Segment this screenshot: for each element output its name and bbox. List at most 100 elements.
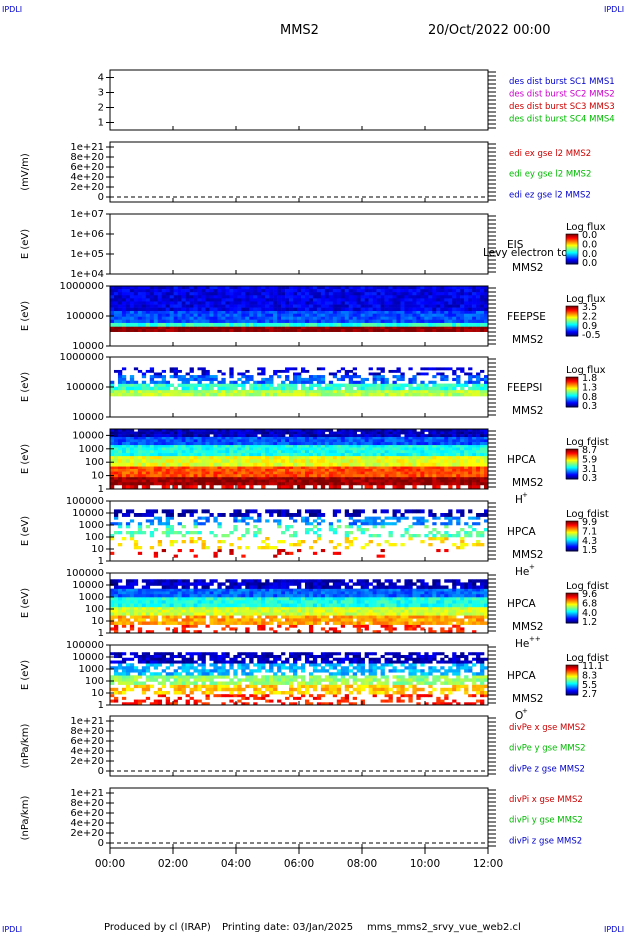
feepse-cell	[165, 289, 170, 293]
feepse-cell	[121, 316, 127, 320]
hpca_he-cell	[480, 513, 485, 517]
feepse-cell	[352, 289, 357, 293]
feepse-cell	[456, 322, 461, 327]
hpca_h-cell	[460, 434, 465, 437]
hpca_h-cell	[145, 466, 151, 470]
feepse-cell	[444, 301, 449, 305]
hpca_hepp-cell	[117, 618, 123, 622]
feepsi-cell	[304, 377, 310, 382]
feepse-cell	[153, 307, 159, 312]
hpca_h-cell	[376, 444, 381, 448]
hpca_h-cell	[380, 482, 385, 486]
hpca_he-cell	[241, 519, 246, 523]
hpca_hepp-cell	[181, 627, 186, 631]
feepse-cell	[229, 286, 234, 290]
feepse-cell	[468, 329, 473, 332]
hpca_h-cell	[233, 474, 238, 478]
feepsi-cell	[480, 377, 485, 382]
feepsi-cell	[249, 389, 254, 394]
hpca_he-cell	[125, 522, 131, 526]
hpca_h-cell	[285, 431, 290, 435]
feepse-cell	[229, 313, 234, 317]
hpca_he-cell	[372, 525, 377, 529]
feepsi-cell	[285, 367, 290, 371]
feepse-cell	[464, 316, 469, 320]
hpca_h-cell	[141, 474, 147, 478]
hpca_hepp-cell	[197, 630, 202, 634]
hpca_h-cell	[273, 466, 278, 470]
hpca_h-cell	[110, 466, 115, 470]
hpca_he-cell	[436, 516, 441, 520]
feepse-cell	[153, 316, 159, 320]
feepsi-cell	[408, 389, 413, 394]
hpca_h-cell	[444, 462, 449, 467]
hpca_h-cell	[360, 462, 365, 467]
hpca_h-cell	[165, 453, 170, 457]
feepse-cell	[189, 286, 194, 290]
hpca_h-cell	[289, 434, 294, 437]
hpca_h-cell	[297, 459, 302, 464]
feepse-cell	[145, 319, 151, 323]
feepse-cell	[380, 322, 385, 327]
feepse-cell	[277, 289, 282, 293]
feepsi-cell	[117, 380, 123, 384]
hpca_h-cell	[404, 476, 409, 480]
hpca_h-cell	[344, 453, 350, 457]
hpca_h-cell	[408, 429, 413, 432]
feepse-cell	[285, 304, 290, 308]
hpca_h-cell	[460, 466, 465, 470]
feepse-cell	[273, 286, 278, 290]
feepsi-cell	[277, 369, 282, 373]
eis-colorbar-step	[566, 242, 578, 244]
feepse-cell	[312, 286, 318, 290]
hpca_h-cell	[444, 471, 449, 475]
feepse-cell	[428, 286, 433, 290]
feepse-cell	[420, 301, 425, 305]
hpca_h-cell	[472, 482, 477, 486]
hpca_h-cell	[149, 468, 155, 472]
hpca_he-cell	[221, 534, 226, 538]
hpca_h-cell	[241, 434, 246, 437]
hpca_h-cell	[265, 459, 270, 464]
feepse-colorbar-frame	[565, 305, 579, 337]
feepse-cell	[368, 313, 373, 317]
feepsi-cell	[281, 389, 286, 394]
hpca_he-cell	[436, 549, 441, 553]
feepsi-cell	[141, 383, 147, 388]
feepsi-cell	[428, 380, 433, 384]
hpca_he-colorbar-step	[566, 545, 578, 547]
feepse-cell	[400, 322, 405, 327]
feepse-cell	[468, 310, 473, 314]
hpca_h-cell	[189, 450, 194, 454]
feepsi-cell	[149, 389, 155, 394]
feepse-cell	[153, 301, 159, 305]
feepsi-cell	[281, 369, 286, 373]
hpca_h-cell	[348, 468, 354, 472]
hpca_h-cell	[340, 476, 346, 480]
hpca_he-cell	[392, 543, 397, 547]
eis-instrument-label: EIS	[507, 239, 524, 251]
hpca_h-cell	[145, 447, 151, 451]
hpca_h-cell	[293, 474, 298, 478]
feepse-cell	[468, 304, 473, 308]
hpca_he-cell	[201, 546, 206, 550]
hpca_hepp-cell	[384, 624, 389, 628]
hpca_h-cell	[189, 479, 194, 483]
hpca_h-cell	[209, 474, 214, 478]
hpca_h-cell	[348, 476, 354, 480]
feepse-cell	[221, 301, 226, 305]
hpca_he-cell	[456, 546, 461, 550]
feepse-cell	[448, 329, 453, 332]
feepse-cell	[460, 326, 465, 330]
feepsi-cell	[448, 383, 453, 388]
hpca_h-cell	[348, 431, 354, 435]
feepse-cell	[129, 301, 135, 305]
hpca_he-cell	[420, 540, 425, 544]
hpca_he-cell	[468, 516, 473, 520]
hpca_hepp-cell	[189, 624, 194, 628]
feepse-cell	[265, 316, 270, 320]
feepse-cell	[265, 329, 270, 332]
hpca_h-cell	[328, 459, 334, 464]
feepsi-colorbar-step	[566, 401, 578, 403]
feepsi-cell	[129, 392, 135, 397]
